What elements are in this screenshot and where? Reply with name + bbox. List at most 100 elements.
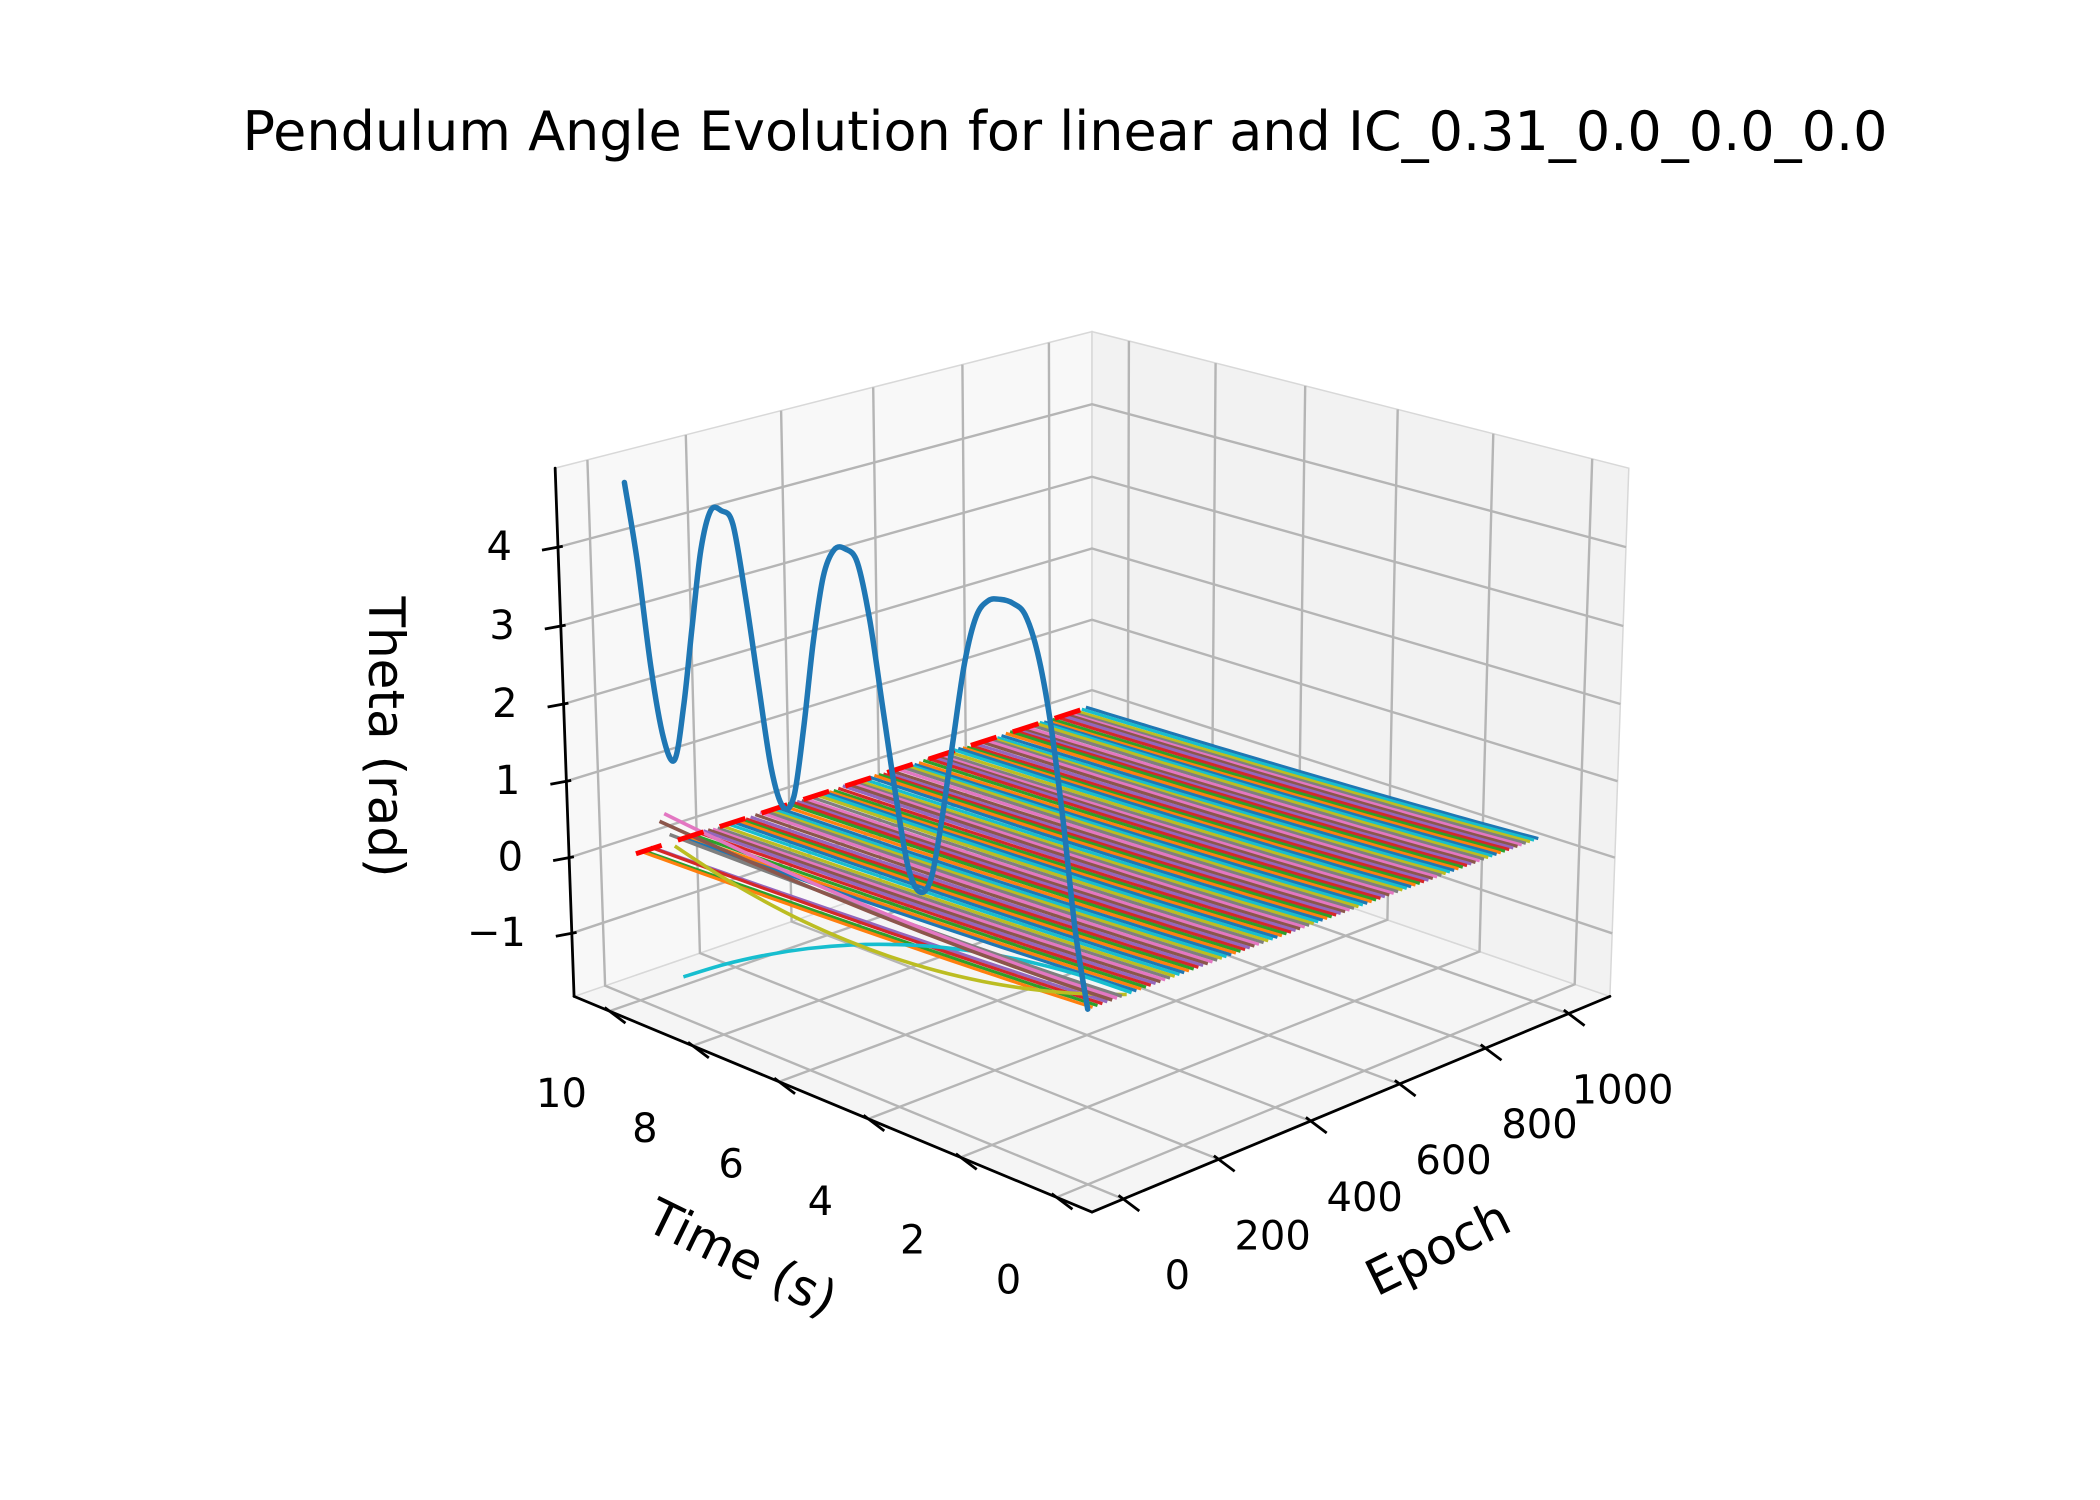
band-curve-epoch-860 [1026, 725, 1481, 863]
band-curve-epoch-250 [754, 813, 1209, 966]
epoch-gridline [779, 410, 1312, 1123]
band-curve-epoch-870 [1030, 723, 1485, 861]
band-curve-epoch-280 [768, 809, 1223, 960]
theta-tick-label: 3 [489, 603, 514, 649]
time-tick [1050, 1192, 1074, 1211]
reference-line [635, 705, 1087, 857]
band-curve-epoch-720 [966, 745, 1421, 885]
epoch-tick-label: 600 [1415, 1138, 1491, 1184]
band-curve-epoch-730 [970, 744, 1425, 884]
band-curve-epoch-130 [698, 831, 1152, 987]
band-curve-epoch-560 [896, 767, 1351, 912]
time-tick-label: 6 [718, 1142, 743, 1188]
band-curve-epoch-570 [900, 765, 1355, 910]
band-curve-epoch-740 [975, 742, 1429, 882]
band-curve-epoch-310 [782, 804, 1237, 955]
theta-tick [550, 778, 572, 786]
band-curve-epoch-20 [645, 849, 1098, 1008]
theta-tick-label: 0 [498, 835, 523, 881]
time-tick [603, 1006, 627, 1025]
band-curve-epoch-950 [1064, 712, 1518, 848]
band-curve-epoch-820 [1009, 730, 1464, 869]
band-curve-epoch-700 [957, 746, 1412, 889]
time-gridline [1056, 458, 1594, 1199]
epoch-tick [1117, 1194, 1141, 1213]
band-curve-epoch-990 [1081, 707, 1535, 842]
band-curve-epoch-660 [940, 754, 1395, 895]
time-axis-line [572, 994, 1094, 1214]
plot-axis-lines [541, 466, 1612, 1214]
band-curve-epoch-230 [745, 817, 1199, 969]
band-curve-epoch-790 [996, 736, 1451, 874]
band-curve-epoch-240 [750, 815, 1204, 968]
outlier-curve-epoch-60 [663, 811, 1118, 1000]
band-curve-epoch-290 [773, 808, 1227, 959]
theta-tick-label: 2 [492, 681, 517, 727]
epoch-tick-label: 400 [1327, 1175, 1403, 1221]
theta-gridline [568, 688, 1616, 859]
theta-gridline [557, 402, 1627, 549]
band-curve-epoch-750 [979, 739, 1434, 881]
band-curve-epoch-780 [992, 737, 1447, 876]
epoch-tick-label: 200 [1234, 1213, 1310, 1259]
band-curve-epoch-260 [759, 810, 1213, 964]
band-curve-epoch-840 [1018, 728, 1472, 866]
band-curve-epoch-850 [1022, 727, 1476, 864]
epoch-tick-label: 0 [1165, 1253, 1190, 1299]
epoch-tick [1213, 1154, 1236, 1173]
epoch-gridline [586, 459, 1124, 1201]
band-curve-epoch-540 [887, 771, 1342, 915]
band-curve-epoch-340 [796, 799, 1251, 950]
epoch-band-curves [640, 705, 1539, 1009]
band-curve-epoch-630 [927, 756, 1381, 900]
band-curve-epoch-500 [869, 775, 1324, 922]
theta-tick-label: 1 [495, 758, 520, 804]
epoch-tick [1305, 1116, 1328, 1135]
band-curve-epoch-830 [1013, 729, 1468, 868]
reference-dashed-line [635, 705, 1087, 857]
band-curve-epoch-920 [1052, 717, 1506, 853]
band-curve-epoch-590 [909, 763, 1364, 907]
band-curve-epoch-690 [953, 748, 1408, 890]
outlier-curve-epoch-80 [673, 844, 1127, 997]
band-curve-epoch-380 [815, 793, 1269, 943]
band-curve-epoch-930 [1056, 715, 1510, 852]
epoch0-trajectory [621, 479, 1091, 1012]
band-curve-epoch-350 [801, 799, 1255, 948]
epoch0-curve [621, 479, 1091, 1012]
epoch-gridline [684, 434, 1220, 1161]
band-curve-epoch-180 [721, 824, 1176, 978]
theta-tick [555, 930, 577, 938]
band-curve-epoch-960 [1068, 712, 1523, 847]
band-curve-epoch-880 [1035, 721, 1489, 860]
band-curve-epoch-400 [824, 790, 1278, 939]
band-curve-epoch-640 [931, 755, 1386, 899]
theta-tick-label: 4 [487, 524, 512, 570]
band-curve-epoch-190 [726, 822, 1180, 977]
epoch-tick-label: 1000 [1572, 1068, 1674, 1114]
theta-gridline [560, 475, 1624, 628]
outlier-curves [658, 811, 1133, 1002]
band-curve-epoch-800 [1001, 734, 1455, 872]
band-curve-epoch-160 [712, 827, 1166, 982]
band-curve-epoch-910 [1047, 719, 1502, 855]
band-curve-epoch-370 [810, 795, 1265, 945]
band-curve-epoch-320 [787, 801, 1241, 953]
theta-axis-line [553, 466, 576, 998]
band-curve-epoch-650 [936, 754, 1390, 897]
epoch-tick-label: 800 [1501, 1102, 1577, 1148]
time-tick-label: 0 [996, 1257, 1021, 1303]
band-curve-epoch-110 [688, 835, 1142, 991]
time-tick-label: 10 [536, 1071, 587, 1117]
band-curve-epoch-580 [905, 764, 1359, 909]
band-curve-epoch-520 [878, 772, 1333, 919]
band-curve-epoch-900 [1043, 720, 1498, 856]
epoch-axis-line [1090, 994, 1612, 1214]
time-tick-label: 8 [632, 1106, 657, 1152]
band-curve-epoch-530 [882, 772, 1337, 917]
band-curve-epoch-810 [1005, 731, 1459, 871]
band-curve-epoch-270 [764, 809, 1218, 962]
